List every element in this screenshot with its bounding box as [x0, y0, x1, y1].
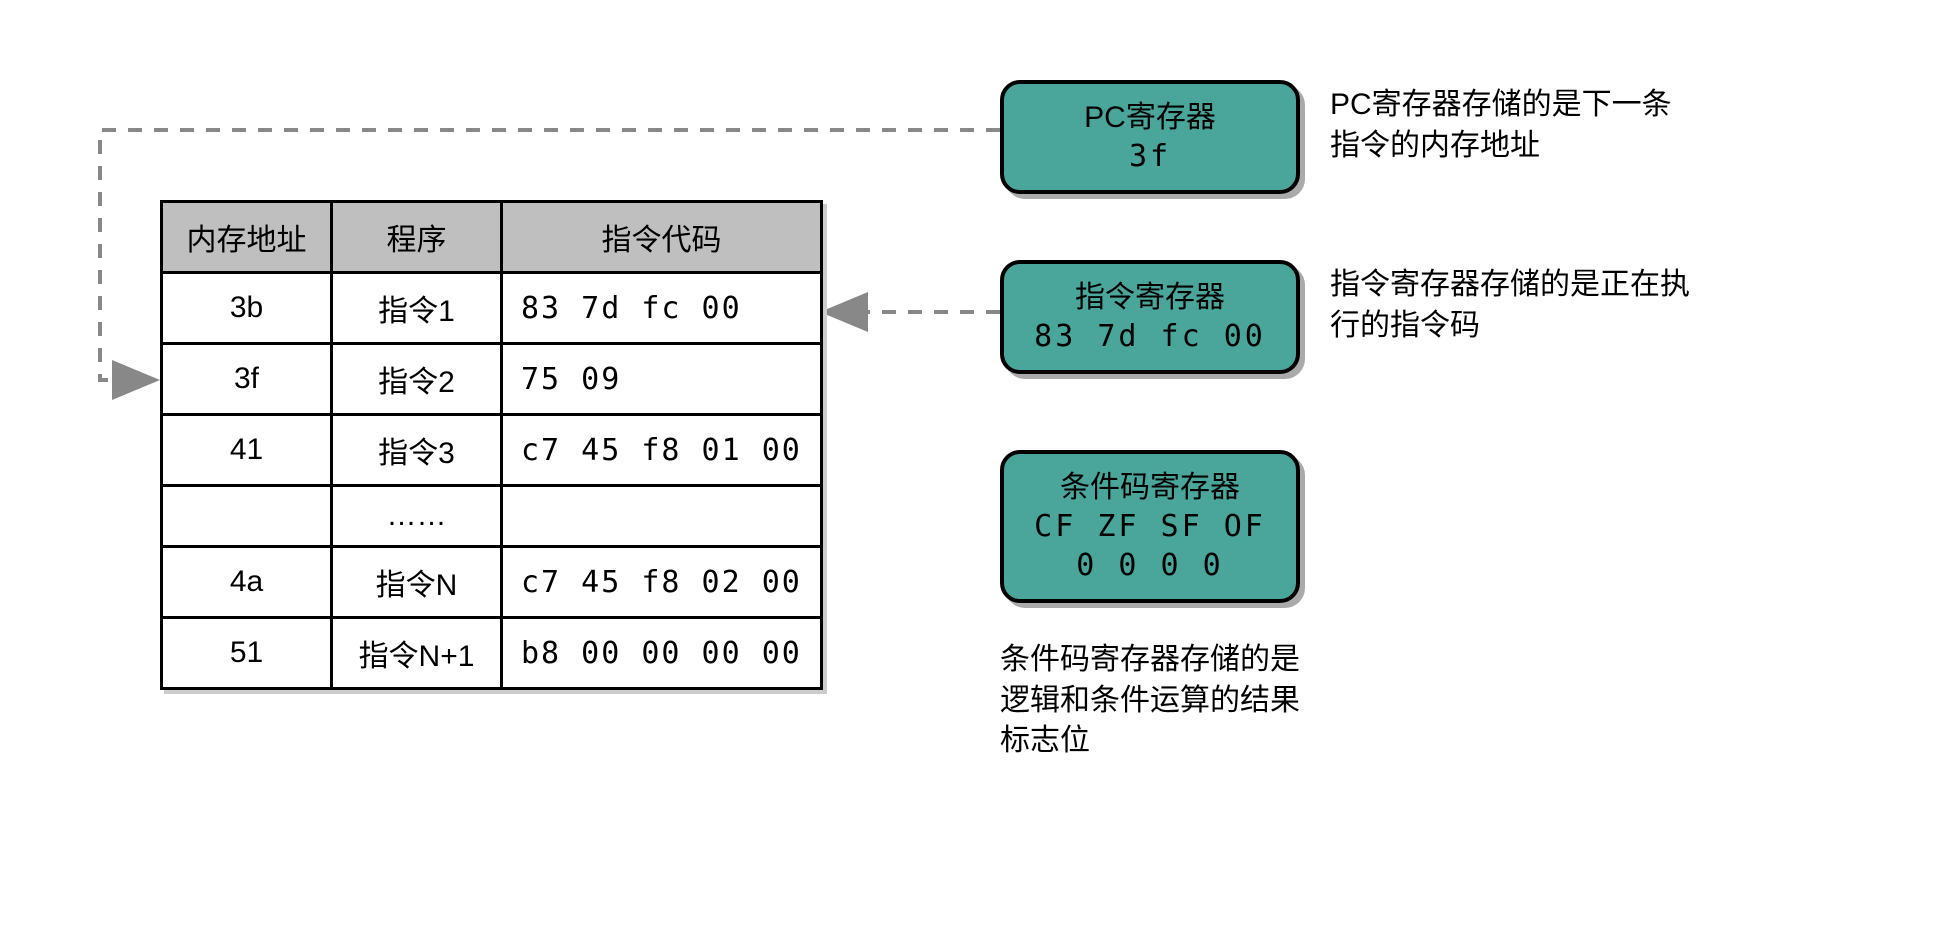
cell-addr: 41	[162, 415, 332, 486]
cell-code: c7 45 f8 02 00	[502, 547, 822, 618]
cell-code	[502, 486, 822, 547]
pc-register-caption: PC寄存器存储的是下一条指令的内存地址	[1330, 85, 1700, 166]
instruction-register-caption: 指令寄存器存储的是正在执行的指令码	[1330, 265, 1700, 346]
table-header-row: 内存地址 程序 指令代码	[162, 202, 822, 273]
pc-register-box: PC寄存器 3f	[1000, 80, 1300, 194]
cell-addr: 4a	[162, 547, 332, 618]
cell-addr: 3b	[162, 273, 332, 344]
condition-register-box: 条件码寄存器 CF ZF SF OF 0 0 0 0	[1000, 450, 1300, 603]
cell-code: 83 7d fc 00	[502, 273, 822, 344]
table-row: ……	[162, 486, 822, 547]
instruction-register-box: 指令寄存器 83 7d fc 00	[1000, 260, 1300, 374]
cell-prog: 指令3	[332, 415, 502, 486]
instruction-register-title: 指令寄存器	[1024, 278, 1276, 317]
instruction-register-value: 83 7d fc 00	[1024, 317, 1276, 356]
header-addr: 内存地址	[162, 202, 332, 273]
cell-prog: 指令2	[332, 344, 502, 415]
condition-register-title: 条件码寄存器	[1024, 468, 1276, 507]
header-code: 指令代码	[502, 202, 822, 273]
header-prog: 程序	[332, 202, 502, 273]
cell-prog: ……	[332, 486, 502, 547]
cell-prog: 指令1	[332, 273, 502, 344]
cell-addr: 3f	[162, 344, 332, 415]
diagram-stage: 内存地址 程序 指令代码 3b 指令1 83 7d fc 00 3f 指令2 7…	[0, 0, 1954, 934]
cell-addr	[162, 486, 332, 547]
condition-register-flags: CF ZF SF OF	[1024, 507, 1276, 546]
cell-prog: 指令N	[332, 547, 502, 618]
cell-code: b8 00 00 00 00	[502, 618, 822, 689]
cell-prog: 指令N+1	[332, 618, 502, 689]
table-row: 41 指令3 c7 45 f8 01 00	[162, 415, 822, 486]
table-row: 3f 指令2 75 09	[162, 344, 822, 415]
table-row: 51 指令N+1 b8 00 00 00 00	[162, 618, 822, 689]
pc-register-title: PC寄存器	[1024, 98, 1276, 137]
table-row: 4a 指令N c7 45 f8 02 00	[162, 547, 822, 618]
memory-table: 内存地址 程序 指令代码 3b 指令1 83 7d fc 00 3f 指令2 7…	[160, 200, 823, 690]
table-row: 3b 指令1 83 7d fc 00	[162, 273, 822, 344]
condition-register-values: 0 0 0 0	[1024, 546, 1276, 585]
cell-code: c7 45 f8 01 00	[502, 415, 822, 486]
cell-code: 75 09	[502, 344, 822, 415]
cell-addr: 51	[162, 618, 332, 689]
condition-register-caption: 条件码寄存器存储的是逻辑和条件运算的结果标志位	[1000, 640, 1320, 762]
pc-register-value: 3f	[1024, 137, 1276, 176]
